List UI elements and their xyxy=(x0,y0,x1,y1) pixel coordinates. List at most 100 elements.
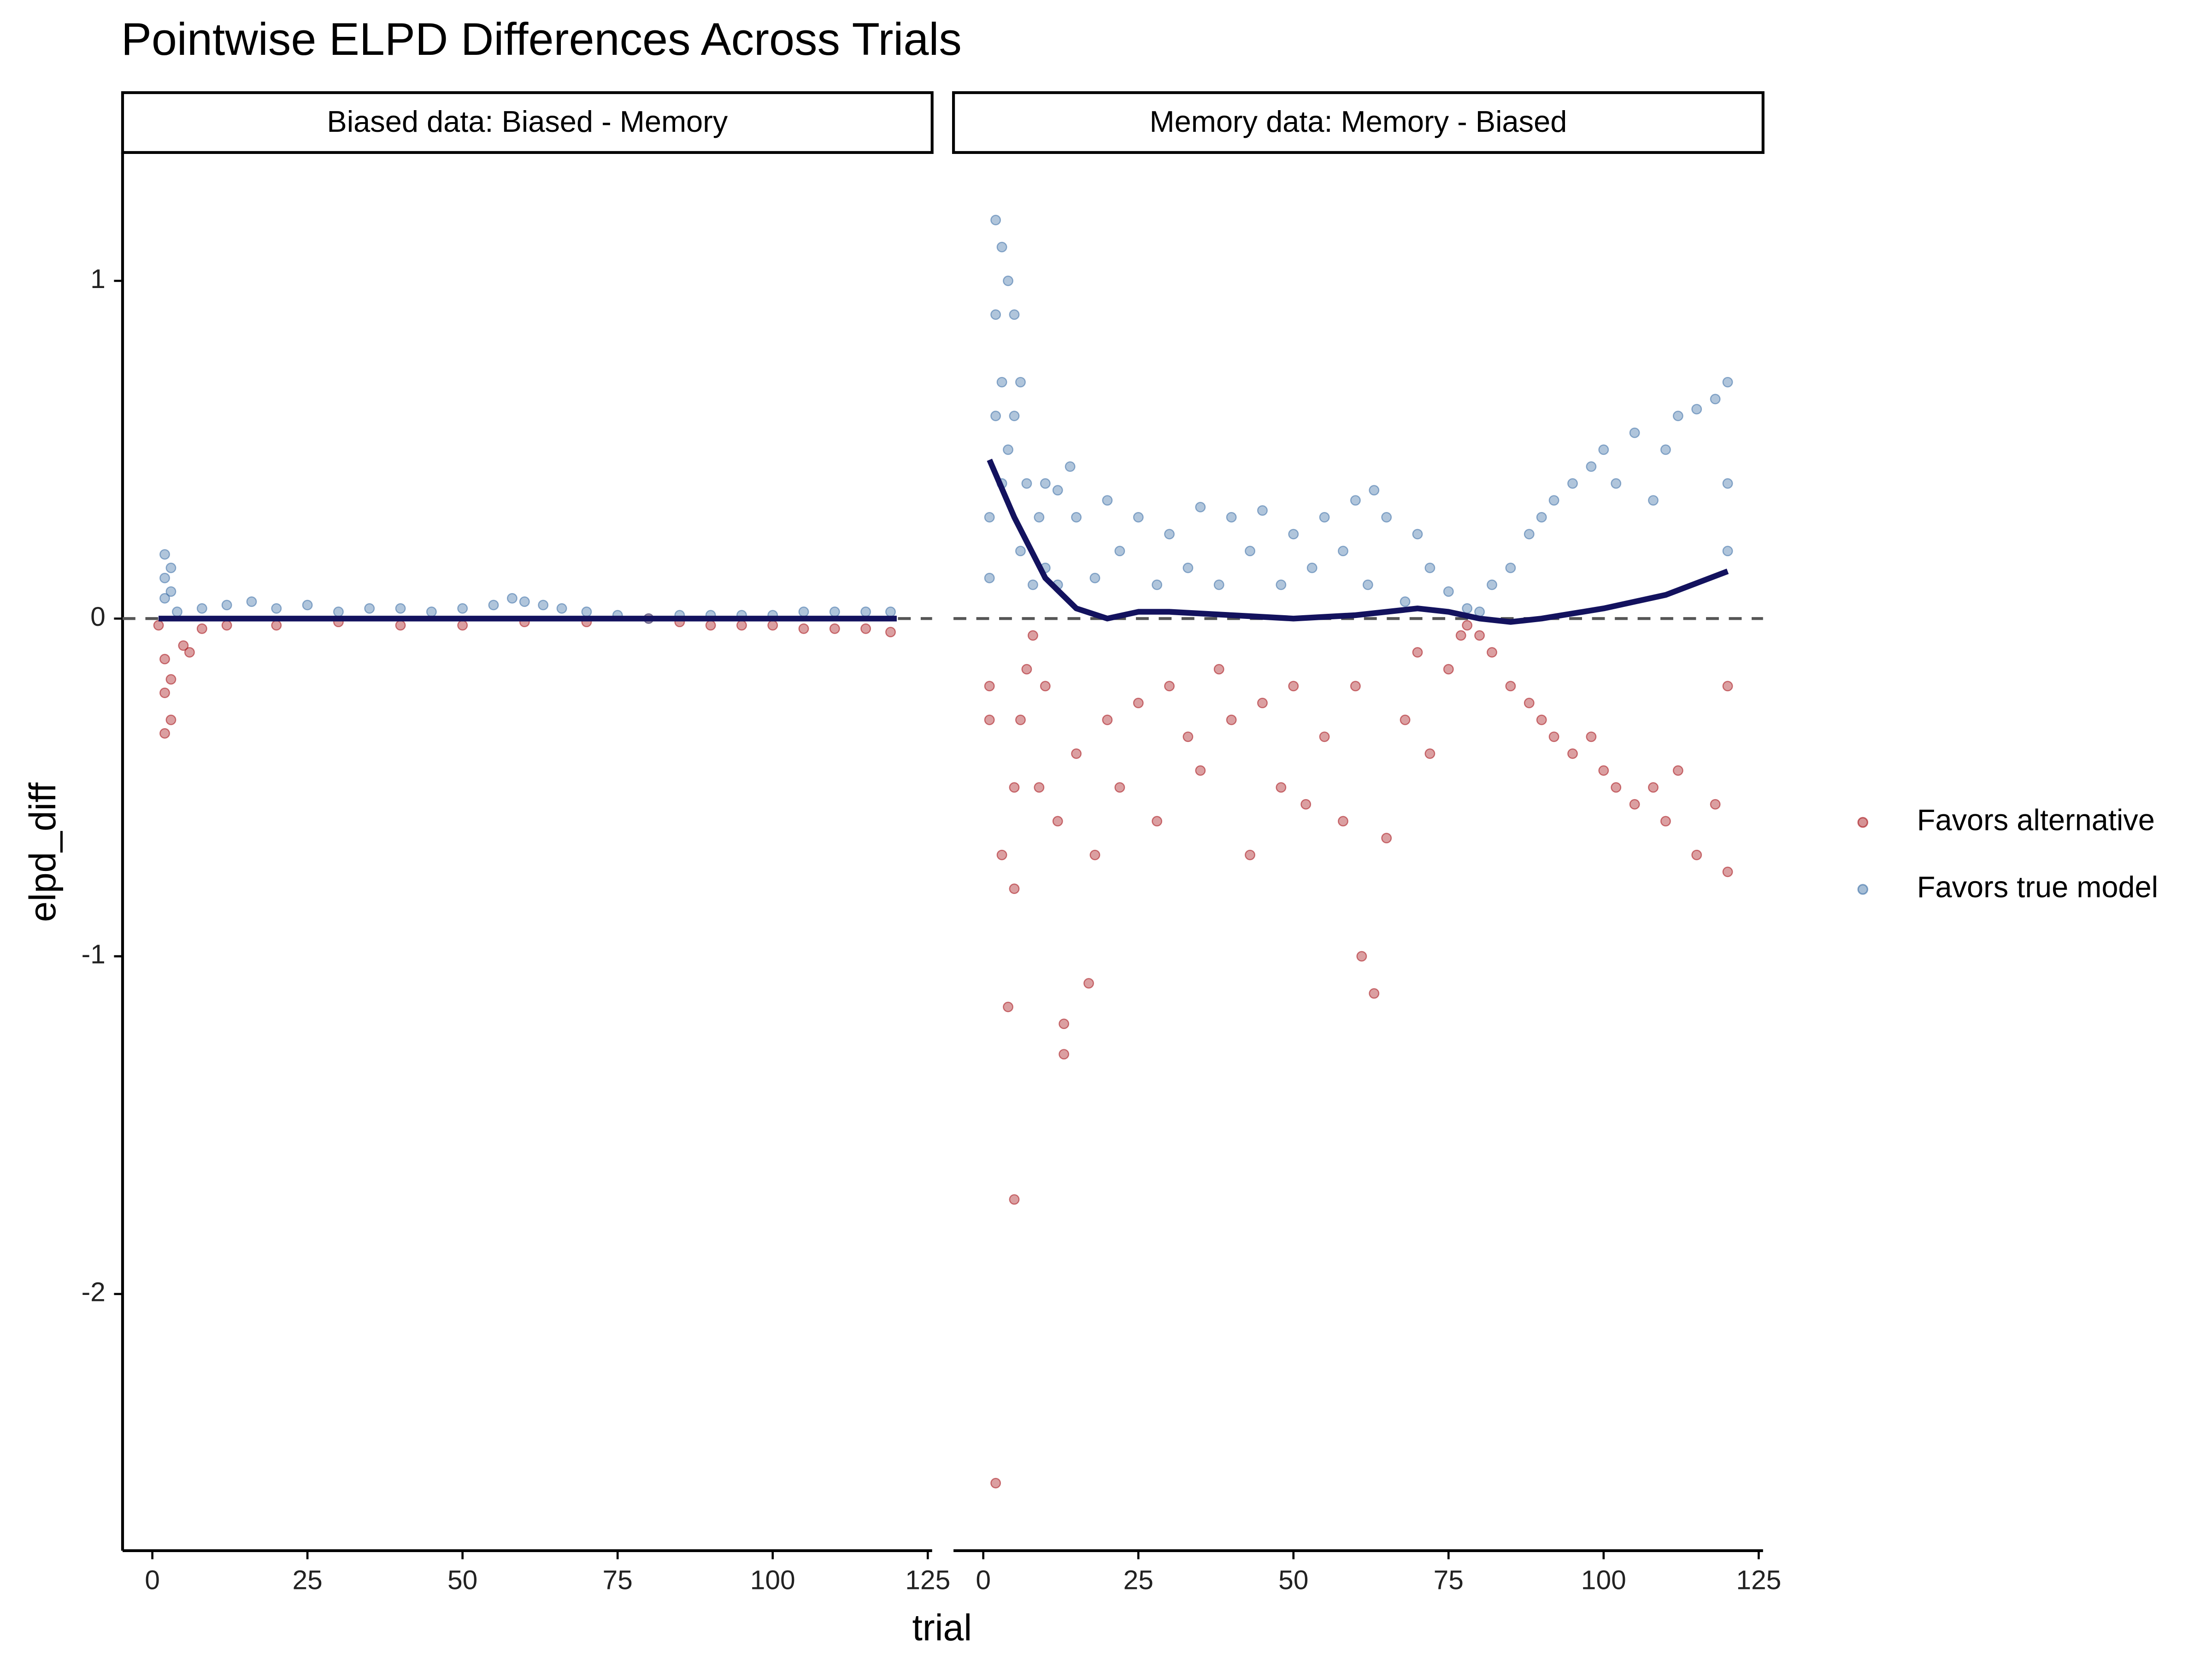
point xyxy=(426,606,437,618)
point xyxy=(1400,596,1411,607)
point xyxy=(996,241,1007,253)
point xyxy=(1152,816,1163,827)
point xyxy=(1629,799,1640,810)
legend-key xyxy=(1857,817,1869,828)
point xyxy=(1276,579,1287,590)
point xyxy=(1040,681,1051,692)
point xyxy=(302,600,313,611)
point xyxy=(159,572,170,583)
point xyxy=(1691,849,1702,860)
point xyxy=(990,215,1001,225)
point xyxy=(990,1477,1001,1488)
point xyxy=(1710,799,1721,810)
x-tick-label: 50 xyxy=(447,1565,477,1595)
point xyxy=(333,606,344,618)
point xyxy=(798,606,809,618)
point xyxy=(1306,562,1318,573)
point xyxy=(178,640,189,651)
point xyxy=(1195,765,1206,776)
point xyxy=(1381,512,1392,523)
smooth-line xyxy=(987,459,1729,625)
point xyxy=(1548,495,1559,506)
point xyxy=(1424,748,1435,759)
y-tick-label: -1 xyxy=(82,940,106,970)
point xyxy=(1226,512,1237,523)
point xyxy=(1089,572,1100,583)
point xyxy=(1245,546,1255,557)
point xyxy=(1722,377,1733,388)
point xyxy=(1350,495,1361,506)
point xyxy=(798,623,809,634)
point xyxy=(364,603,375,614)
point xyxy=(1337,816,1348,827)
point xyxy=(990,309,1001,320)
point xyxy=(165,586,176,597)
point xyxy=(767,620,778,631)
point xyxy=(1226,714,1237,725)
point xyxy=(159,593,170,604)
point xyxy=(1164,681,1175,692)
point xyxy=(860,606,871,618)
point xyxy=(1021,664,1032,675)
point xyxy=(1722,681,1733,692)
point xyxy=(1102,495,1113,506)
facet-label: Memory data: Memory - Biased xyxy=(1150,105,1567,138)
point xyxy=(1034,512,1045,523)
point xyxy=(1257,505,1268,516)
point xyxy=(395,603,406,614)
point xyxy=(1245,849,1255,860)
point xyxy=(984,714,995,725)
point xyxy=(1040,478,1051,489)
point xyxy=(1710,394,1721,405)
point xyxy=(1034,782,1045,793)
point xyxy=(1548,731,1559,742)
point xyxy=(1524,529,1535,540)
point xyxy=(1424,562,1435,573)
facet-strip xyxy=(121,91,934,154)
point xyxy=(184,647,195,658)
point xyxy=(1319,731,1330,742)
x-axis-title: trial xyxy=(912,1607,972,1648)
point xyxy=(1152,579,1163,590)
point xyxy=(581,606,592,618)
point xyxy=(1089,849,1100,860)
point xyxy=(1133,512,1144,523)
point xyxy=(1648,782,1659,793)
x-tick-label: 25 xyxy=(1124,1565,1153,1595)
point xyxy=(165,562,176,573)
point xyxy=(1487,579,1497,590)
point xyxy=(221,600,232,611)
point xyxy=(1003,444,1013,455)
point xyxy=(1660,444,1671,455)
point xyxy=(984,681,995,692)
point xyxy=(1474,630,1485,641)
point xyxy=(1288,681,1299,692)
point xyxy=(1505,562,1516,573)
point xyxy=(829,606,840,618)
point xyxy=(457,620,468,631)
point xyxy=(705,620,716,631)
point xyxy=(159,653,170,665)
point xyxy=(1400,714,1411,725)
point xyxy=(159,549,170,560)
point xyxy=(1487,647,1497,658)
point xyxy=(1598,444,1609,455)
point xyxy=(1009,411,1020,421)
facet-strip xyxy=(952,91,1765,154)
point xyxy=(1567,748,1578,759)
point xyxy=(457,603,468,614)
point xyxy=(1722,478,1733,489)
legend-label: Favors alternative xyxy=(1917,803,2155,837)
point xyxy=(1114,546,1125,557)
facet-label: Biased data: Biased - Memory xyxy=(327,105,728,138)
point xyxy=(736,620,747,631)
point xyxy=(1362,579,1373,590)
point xyxy=(1003,275,1013,286)
point xyxy=(1027,579,1038,590)
point xyxy=(1071,748,1082,759)
y-tick-label: -2 xyxy=(82,1277,106,1307)
point xyxy=(1455,630,1466,641)
point xyxy=(1505,681,1516,692)
point xyxy=(1213,579,1224,590)
point xyxy=(1319,512,1330,523)
